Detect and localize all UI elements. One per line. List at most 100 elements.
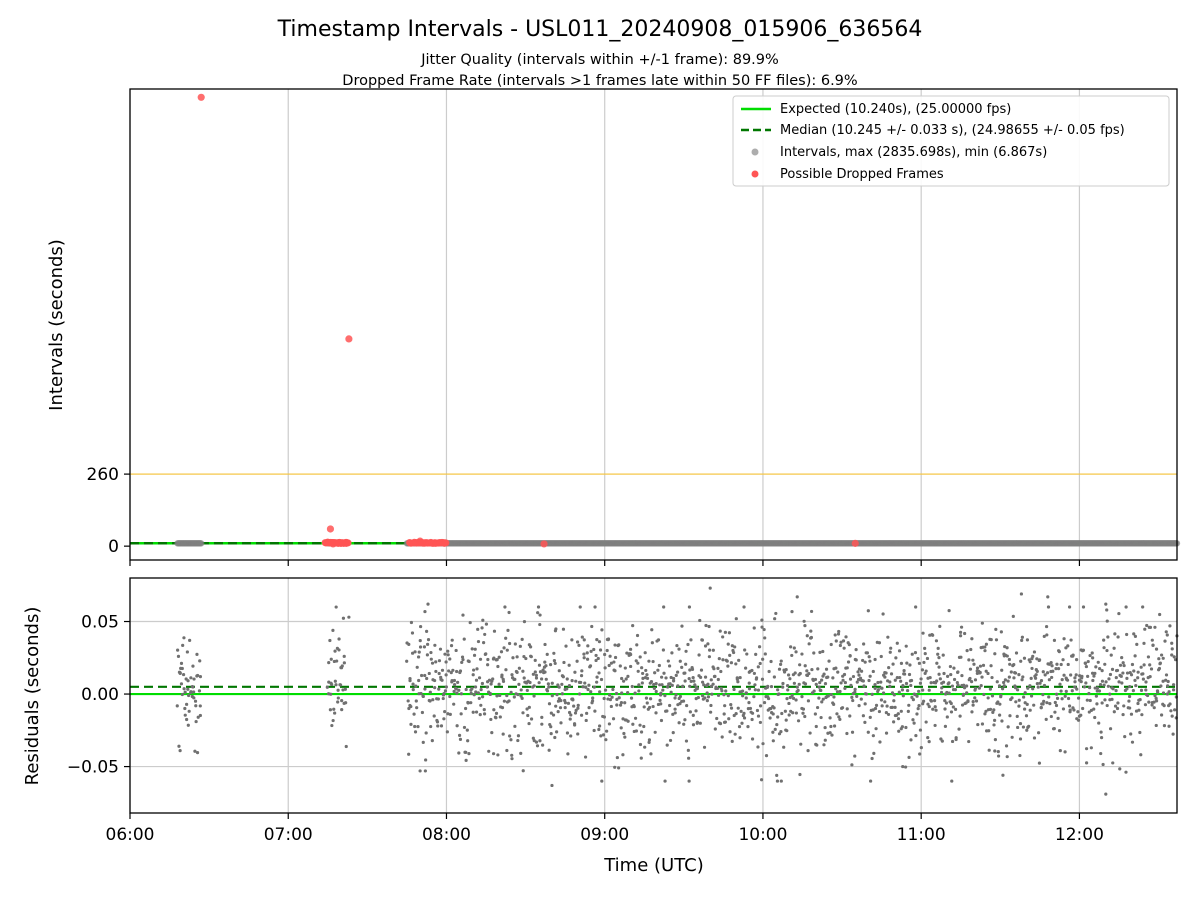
residual-point: [696, 695, 700, 700]
residual-point: [186, 723, 190, 727]
residual-point: [663, 779, 667, 783]
residual-point: [1066, 662, 1070, 667]
residual-point: [1084, 761, 1089, 765]
residual-point: [705, 699, 709, 703]
residual-point: [505, 648, 509, 652]
residual-point: [533, 658, 537, 663]
residual-point: [953, 688, 958, 692]
residual-point: [691, 713, 695, 718]
residual-point: [573, 711, 578, 715]
residual-point: [464, 758, 468, 762]
residual-point: [836, 632, 841, 636]
residual-point: [189, 690, 193, 694]
residual-point: [1020, 678, 1024, 682]
residual-point: [1079, 679, 1083, 684]
residual-point: [1027, 724, 1031, 728]
residual-point: [1099, 736, 1104, 740]
residual-point: [578, 605, 582, 609]
residual-point: [610, 695, 614, 699]
residual-point: [509, 738, 513, 742]
residual-point: [581, 685, 585, 689]
residual-point: [868, 674, 872, 678]
residual-point: [886, 712, 891, 717]
residual-point: [501, 679, 506, 684]
residual-point: [440, 678, 444, 682]
residual-point: [939, 690, 944, 695]
residual-point: [183, 690, 187, 694]
residual-point: [925, 656, 930, 661]
residual-point: [1026, 686, 1030, 690]
residual-point: [1161, 691, 1166, 695]
residual-point: [990, 675, 994, 680]
residual-point: [877, 641, 882, 645]
residual-point: [687, 605, 692, 609]
residual-point: [180, 692, 184, 697]
residual-point: [968, 667, 973, 671]
residual-point: [418, 639, 422, 643]
residual-point: [1060, 697, 1064, 701]
residual-point: [670, 651, 674, 655]
residual-point: [436, 697, 440, 701]
residual-point: [598, 648, 603, 652]
residual-point: [794, 698, 798, 702]
residual-point: [1064, 689, 1068, 693]
residual-point: [673, 696, 677, 700]
residual-point: [727, 631, 732, 635]
residual-point: [723, 630, 727, 634]
residual-point: [958, 634, 963, 638]
residual-point: [673, 707, 677, 711]
residual-point: [1114, 675, 1118, 680]
residual-point: [576, 732, 580, 736]
residual-point: [539, 677, 544, 681]
residual-point: [823, 725, 827, 730]
residual-point: [1032, 736, 1037, 740]
residual-point: [750, 737, 755, 741]
residual-point: [750, 711, 755, 715]
residual-point: [723, 704, 727, 708]
residual-point: [855, 680, 859, 684]
residual-point: [949, 710, 954, 714]
residual-point: [799, 742, 803, 746]
residual-point: [771, 730, 775, 734]
residual-point: [609, 704, 613, 709]
residual-point: [1108, 672, 1113, 677]
residual-point: [923, 646, 927, 650]
residual-point: [449, 671, 453, 675]
residual-point: [796, 719, 801, 723]
residual-point: [1165, 633, 1169, 637]
residual-point: [617, 643, 621, 647]
residual-point: [758, 661, 762, 666]
residual-point: [917, 689, 921, 693]
residual-point: [632, 705, 636, 709]
residual-point: [182, 687, 186, 691]
residuals-plot-area: [130, 578, 1177, 813]
residual-point: [420, 710, 424, 715]
residual-point: [756, 714, 761, 718]
residual-point: [416, 724, 420, 729]
residual-point: [341, 616, 346, 620]
residual-point: [433, 686, 437, 690]
residual-point: [917, 703, 921, 708]
residual-point: [340, 707, 344, 712]
residual-point: [921, 688, 925, 692]
residual-point: [429, 657, 433, 661]
residual-point: [629, 696, 634, 700]
residual-point: [1072, 708, 1076, 712]
residual-point: [557, 669, 561, 673]
residual-point: [634, 729, 638, 733]
residual-point: [1154, 696, 1158, 700]
residual-point: [1052, 727, 1056, 731]
residual-point: [1168, 702, 1172, 706]
residual-point: [567, 710, 572, 715]
residual-point: [344, 744, 348, 749]
residual-point: [586, 644, 590, 648]
residual-point: [769, 684, 774, 689]
residual-point: [428, 699, 432, 703]
residual-point: [783, 709, 787, 713]
residual-point: [1081, 648, 1086, 652]
residual-point: [965, 684, 969, 688]
residual-point: [863, 720, 867, 724]
residual-point: [551, 713, 556, 717]
residual-point: [483, 632, 487, 637]
residual-point: [719, 669, 723, 674]
